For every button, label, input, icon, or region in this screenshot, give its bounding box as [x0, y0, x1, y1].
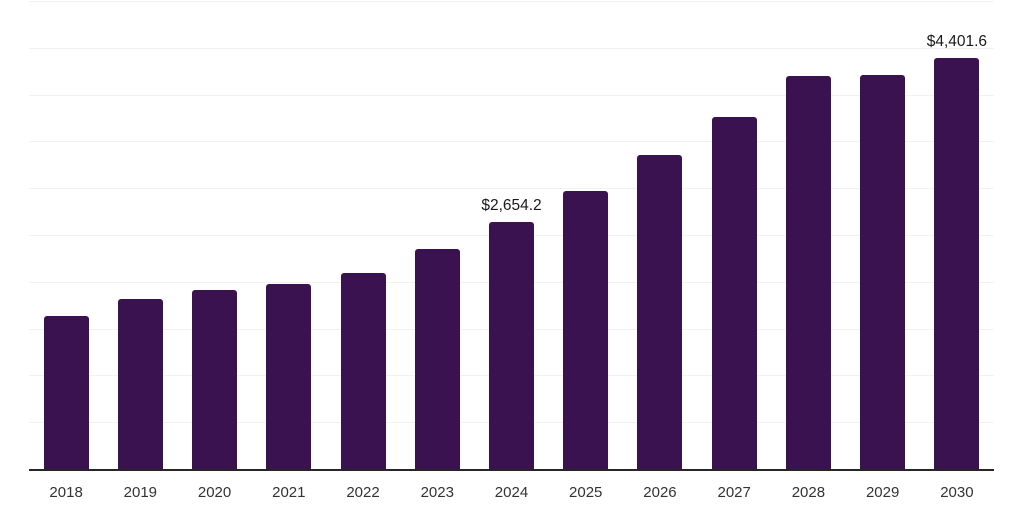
x-tick-label-2018: 2018 — [49, 484, 83, 501]
x-axis-tick-labels: 2018 2019 2020 2021 2022 2023 2024 2025 2026 2027… — [29, 484, 994, 504]
bar-2027 — [711, 117, 757, 470]
x-tick-label-2021: 2021 — [272, 484, 306, 501]
bar-2029 — [860, 74, 906, 470]
gridline — [29, 94, 994, 96]
x-tick-label-2023: 2023 — [420, 484, 454, 501]
bar-2024 — [489, 221, 534, 470]
bar-2021 — [266, 283, 312, 470]
gridline — [29, 47, 994, 49]
x-tick-label-2026: 2026 — [643, 484, 677, 501]
data-label-2030: $4,401.6 — [926, 33, 988, 51]
gridline — [29, 188, 994, 190]
bar-2020 — [192, 289, 238, 470]
x-tick-label-2019: 2019 — [123, 484, 158, 501]
gridline — [29, 1, 994, 2]
plot-area: $2,654.2 $4,401.6 — [29, 1, 994, 470]
x-tick-label-2024: 2024 — [494, 484, 529, 501]
x-tick-label-2030: 2030 — [940, 484, 974, 501]
bar-2028 — [785, 75, 831, 470]
bar-2019 — [117, 298, 163, 470]
x-tick-label-2022: 2022 — [346, 484, 380, 501]
x-tick-label-2028: 2028 — [791, 484, 826, 501]
bar-2022 — [340, 272, 386, 470]
gridline — [29, 141, 994, 143]
x-tick-label-2020: 2020 — [197, 484, 232, 501]
x-tick-label-2029: 2029 — [865, 484, 900, 501]
bar-2018 — [43, 316, 89, 470]
bar-2026 — [637, 155, 683, 470]
bar-2030 — [934, 58, 980, 470]
bar-2025 — [563, 191, 609, 470]
x-axis-line — [29, 469, 994, 471]
bar-2023 — [414, 248, 460, 470]
data-label-2024: $2,654.2 — [481, 196, 542, 214]
x-tick-label-2025: 2025 — [569, 484, 603, 501]
x-tick-label-2027: 2027 — [717, 484, 751, 501]
